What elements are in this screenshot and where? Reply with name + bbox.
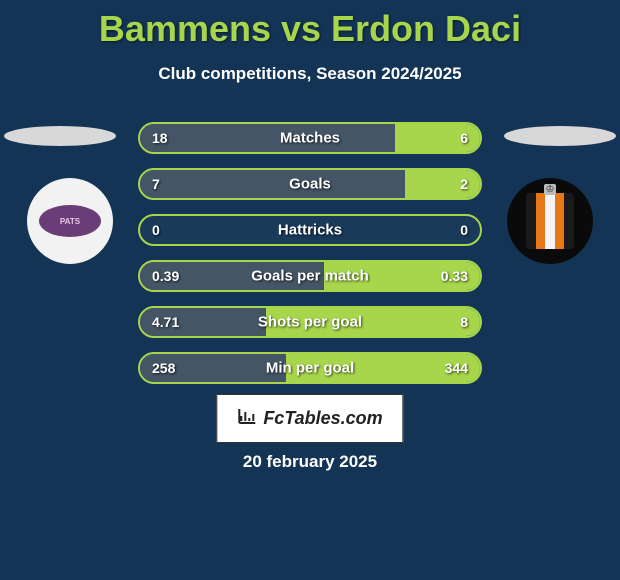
bar-fill-left [140,124,395,152]
bar-value-right: 0 [460,222,468,238]
bar-value-left: 0.39 [152,268,179,284]
bar-label: Goals [289,176,331,193]
player-oval-right [504,126,616,146]
stripe [555,193,565,249]
stripe [536,193,546,249]
bar-label: Matches [280,130,340,147]
club-badge-left-label: PATS [39,205,101,237]
club-badge-right-shield [526,193,574,249]
crown-icon: ♔ [544,184,557,195]
bar-label: Goals per match [251,268,369,285]
player-oval-left [4,126,116,146]
comparison-bars: 18 Matches 6 7 Goals 2 0 Hattricks 0 0.39 Goals pe… [138,122,482,398]
bar-label: Min per goal [266,360,354,377]
stripe [526,193,536,249]
bar-value-right: 0.33 [441,268,468,284]
club-badge-right: ♔ [507,178,593,264]
bar-value-left: 258 [152,360,175,376]
stripe [564,193,574,249]
stat-bar-row: 0 Hattricks 0 [138,214,482,246]
stat-bar-row: 7 Goals 2 [138,168,482,200]
bar-value-right: 2 [460,176,468,192]
stat-bar-row: 0.39 Goals per match 0.33 [138,260,482,292]
stat-bar-row: 258 Min per goal 344 [138,352,482,384]
bar-value-right: 8 [460,314,468,330]
footer-brand-text: FcTables.com [263,408,382,429]
chart-icon [237,407,257,430]
bar-value-left: 0 [152,222,160,238]
stat-bar-row: 4.71 Shots per goal 8 [138,306,482,338]
bar-value-left: 7 [152,176,160,192]
date-text: 20 february 2025 [0,452,620,472]
bar-value-left: 18 [152,130,168,146]
stat-bar-row: 18 Matches 6 [138,122,482,154]
page-subtitle: Club competitions, Season 2024/2025 [0,64,620,84]
club-badge-left: PATS [27,178,113,264]
page-title: Bammens vs Erdon Daci [0,0,620,50]
bar-label: Shots per goal [258,314,362,331]
bar-fill-left [140,170,405,198]
bar-value-left: 4.71 [152,314,179,330]
bar-value-right: 6 [460,130,468,146]
stripe [545,193,555,249]
footer-brand-box: FcTables.com [216,394,403,443]
bar-fill-right [405,170,480,198]
bar-value-right: 344 [445,360,468,376]
bar-label: Hattricks [278,222,342,239]
